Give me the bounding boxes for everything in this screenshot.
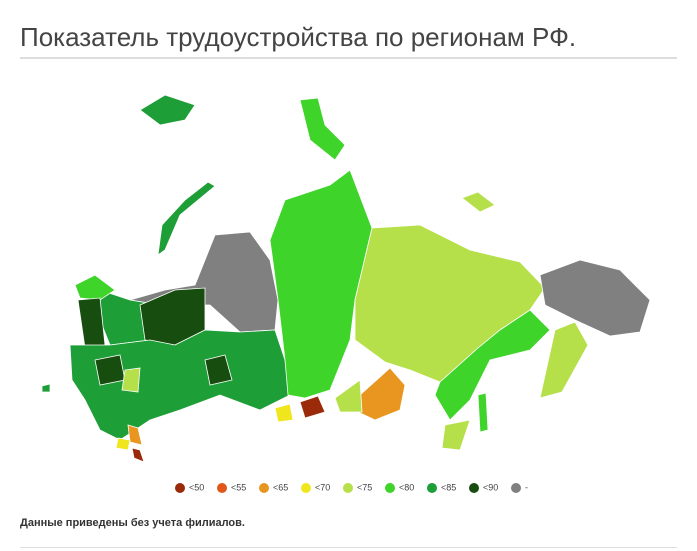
legend-label: <55	[231, 482, 246, 492]
map	[41, 94, 651, 463]
region	[121, 367, 141, 393]
legend-swatch	[427, 483, 437, 493]
region	[441, 419, 471, 451]
region	[41, 383, 51, 393]
legend-label: <75	[357, 482, 372, 492]
legend-label: <70	[315, 482, 330, 492]
region	[157, 181, 216, 256]
region	[74, 274, 116, 301]
region	[299, 97, 346, 161]
legend-swatch	[217, 483, 227, 493]
legend-swatch	[175, 483, 185, 493]
region	[139, 94, 196, 126]
rule	[20, 57, 677, 59]
region	[127, 424, 143, 446]
region	[477, 392, 489, 433]
region	[131, 447, 145, 463]
region	[539, 321, 589, 399]
legend-label: <80	[399, 482, 414, 492]
legend-label: <90	[483, 482, 498, 492]
region	[354, 224, 546, 383]
legend-label: <85	[441, 482, 456, 492]
region	[115, 437, 131, 451]
rule	[20, 547, 677, 548]
legend-swatch	[511, 483, 521, 493]
title: Показатель трудоустройства по регионам Р…	[20, 22, 576, 52]
legend-label: <50	[189, 482, 204, 492]
region	[94, 354, 126, 386]
legend-swatch	[385, 483, 395, 493]
region	[77, 297, 106, 349]
legend-swatch	[259, 483, 269, 493]
region	[274, 403, 294, 423]
legend-swatch	[469, 483, 479, 493]
region	[461, 191, 496, 213]
region	[334, 379, 363, 413]
legend-swatch	[343, 483, 353, 493]
region	[539, 259, 651, 337]
region	[299, 395, 326, 419]
legend-label: <65	[273, 482, 288, 492]
region	[269, 169, 373, 399]
region	[204, 354, 233, 386]
legend-swatch	[301, 483, 311, 493]
footnote: Данные приведены без учета филиалов.	[20, 517, 245, 529]
region	[357, 367, 406, 421]
legend: <50 <55 <65 <70 <75 <80 <85 <90 -	[175, 482, 528, 493]
region	[434, 309, 551, 421]
region	[69, 329, 291, 441]
legend-label: -	[525, 482, 528, 492]
